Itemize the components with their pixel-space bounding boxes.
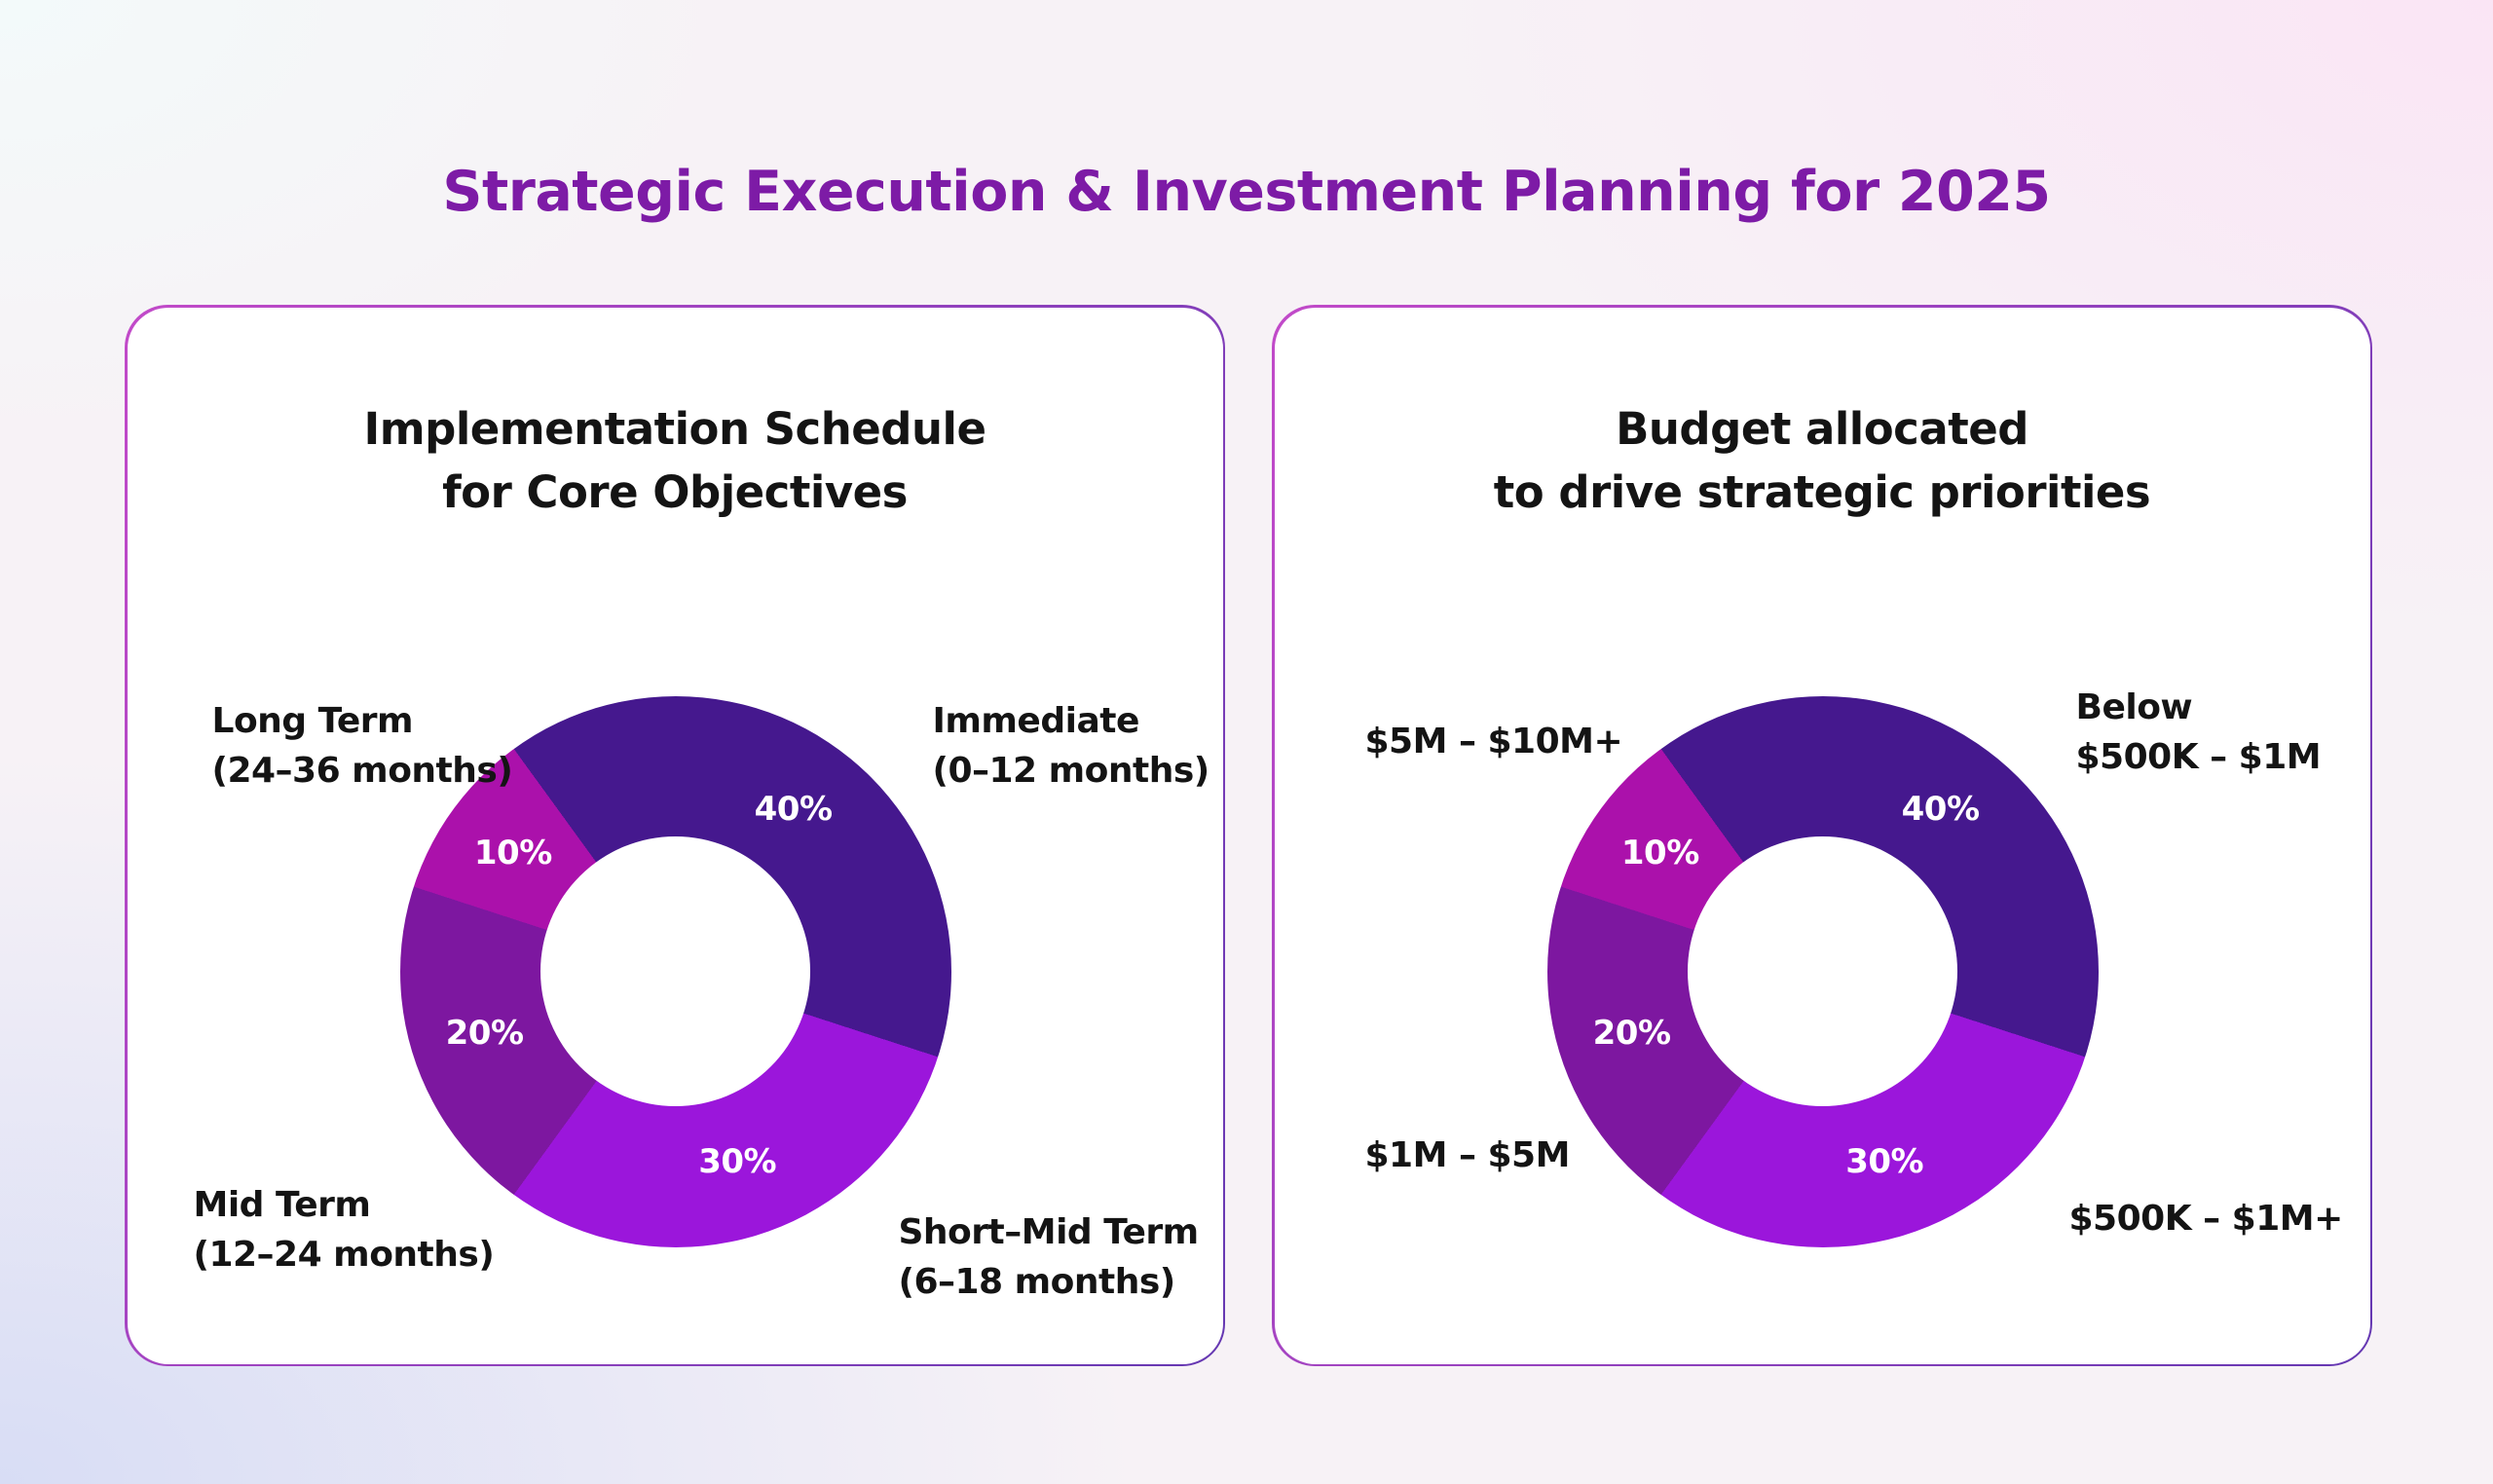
segment-name-label-line: (12–24 months) [193,1234,495,1275]
segment-percent-label: 30% [1845,1142,1924,1182]
chart-card-title: Implementation Schedule for Core Objectiv… [128,397,1223,525]
segment-name-label-line: $500K – $1M+ [2068,1198,2344,1239]
segment-percent-label: 40% [754,789,833,829]
segment-name-label-line: $1M – $5M [1364,1134,1571,1175]
segment-name-label: Mid Term (12–24 months) [194,1180,495,1280]
donut-hole [540,836,810,1106]
segment-name-label: $5M – $10M+ [1365,717,1623,766]
segment-name-label-line: Mid Term [193,1184,371,1225]
segment-name-label-line: $5M – $10M+ [1364,721,1623,761]
segment-name-label-line: Short–Mid Term [898,1211,1200,1252]
segment-name-label: Immediate (0–12 months) [932,696,1210,796]
segment-name-label: Short–Mid Term (6–18 months) [898,1207,1200,1307]
segment-percent-label: 20% [1592,1014,1671,1054]
segment-name-label: $1M – $5M [1364,1131,1571,1180]
segment-name-label-line: Long Term [211,700,414,741]
segment-name-label-line: Below [2075,686,2193,727]
chart-card-title: Budget allocated to drive strategic prior… [1275,397,2370,525]
segment-percent-label: 30% [698,1142,777,1182]
donut-chart: 40% 30% 20% 10% [1546,695,2099,1247]
donut-chart: 40% 30% 20% 10% [399,695,951,1247]
segment-name-label: Below $500K – $1M [2076,683,2322,782]
segment-name-label-line: Immediate [932,700,1140,741]
chart-card: Budget allocated to drive strategic prior… [1272,305,2372,1366]
segment-percent-label: 20% [445,1014,524,1054]
page-title: Strategic Execution & Investment Plannin… [442,160,2051,225]
chart-card-title-line: for Core Objectives [442,465,908,518]
segment-percent-label: 10% [1620,834,1699,873]
segment-name-label-line: (6–18 months) [898,1261,1176,1302]
chart-card-title-line: Implementation Schedule [363,402,986,455]
segment-name-label-line: $500K – $1M [2075,736,2322,777]
chart-card-title-line: Budget allocated [1616,402,2028,455]
segment-percent-label: 10% [473,834,552,873]
segment-percent-label: 40% [1901,789,1980,829]
segment-name-label: Long Term (24–36 months) [212,696,513,796]
donut-hole [1688,836,1957,1106]
chart-card-surface: Budget allocated to drive strategic prior… [1274,307,2370,1364]
chart-card: Implementation Schedule for Core Objectiv… [125,305,1225,1366]
segment-name-label-line: (24–36 months) [211,750,513,791]
chart-card-surface: Implementation Schedule for Core Objectiv… [127,307,1223,1364]
segment-name-label: $500K – $1M+ [2068,1194,2344,1243]
segment-name-label-line: (0–12 months) [932,750,1210,791]
chart-card-title-line: to drive strategic priorities [1493,465,2151,518]
